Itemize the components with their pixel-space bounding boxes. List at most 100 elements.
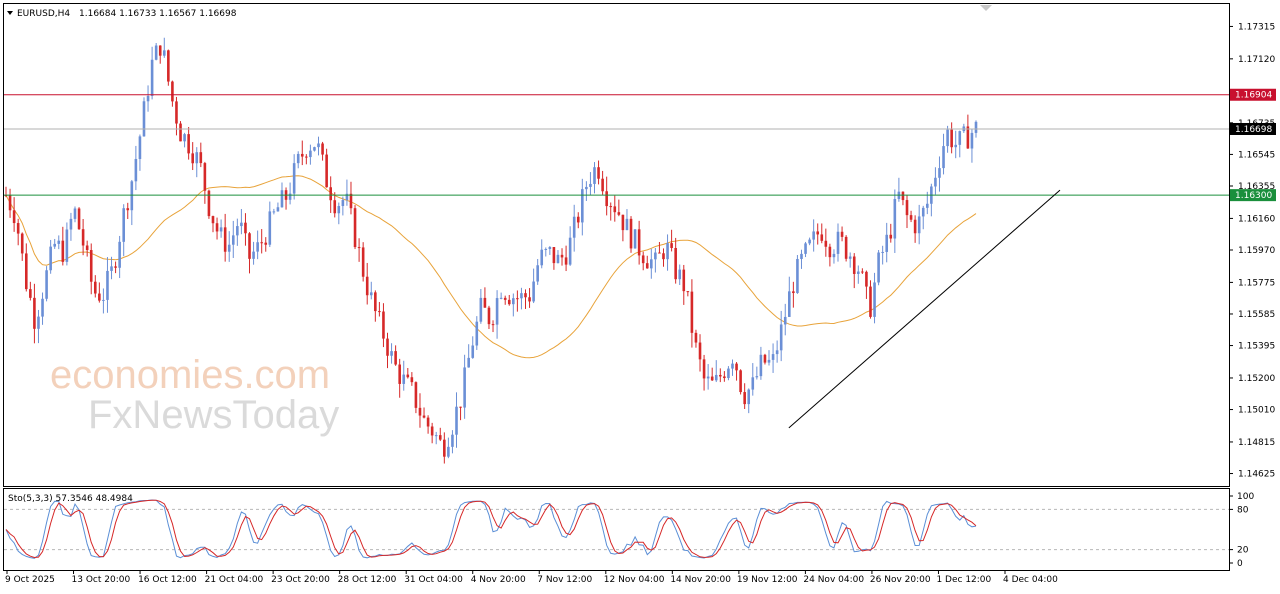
candle-body: [378, 311, 381, 313]
candle-body: [836, 231, 840, 254]
candle-body: [507, 299, 511, 305]
candle-body: [296, 153, 300, 164]
level-label: 1.16904: [1235, 91, 1272, 101]
candle-body: [942, 146, 945, 169]
time-axis: 9 Oct 2025 13 Oct 20:00 16 Oct 12:00 21 Oct…: [5, 570, 1058, 585]
candle-body: [471, 345, 475, 358]
candle-body: [775, 350, 779, 355]
candle-body: [410, 377, 414, 383]
time-tick-label: 21 Oct 04:00: [205, 575, 264, 585]
stoch-tick-label: 100: [1237, 492, 1254, 502]
time-tick-label: 16 Oct 12:00: [138, 575, 197, 585]
candle-body: [755, 376, 759, 378]
candle-body: [666, 243, 669, 260]
candle-body: [528, 297, 531, 302]
candle-body: [901, 191, 905, 201]
candle-body: [33, 297, 36, 329]
candle-body: [812, 231, 815, 240]
candle-body: [183, 134, 186, 142]
stochastic-axis: 100 80 20 0: [1229, 492, 1254, 569]
stoch-tick-label: 0: [1237, 559, 1243, 569]
candle-body: [710, 376, 714, 381]
candle-body: [556, 254, 560, 264]
stoch-tick-label: 80: [1237, 505, 1249, 515]
candle-body: [670, 243, 673, 248]
candle-body: [227, 244, 231, 252]
watermark-line1: economies.com: [50, 353, 330, 397]
candle-body: [89, 250, 93, 282]
candle-body: [662, 253, 665, 260]
candle-body: [792, 291, 795, 294]
candle-body: [576, 216, 580, 223]
candle-body: [601, 178, 604, 192]
candle-body: [877, 252, 880, 283]
candle-body: [386, 338, 389, 356]
watermark-line2: FxNewsToday: [88, 393, 339, 437]
candle-body: [645, 263, 649, 269]
candle-body: [41, 298, 44, 317]
candle-body: [414, 382, 418, 408]
candle-body: [540, 249, 544, 266]
candle-body: [77, 208, 81, 230]
stoch-d-line: [5, 499, 977, 559]
candle-body: [154, 45, 158, 60]
candle-body: [694, 332, 698, 343]
candle-body: [341, 200, 345, 207]
candle-body: [917, 216, 921, 234]
stochastic-pane[interactable]: [3, 488, 1230, 571]
candle-body: [633, 229, 637, 249]
candle-body: [548, 247, 552, 249]
watermark: economies.com FxNewsToday: [50, 353, 339, 437]
candle-body: [641, 255, 645, 264]
candle-body: [272, 211, 276, 213]
candle-body: [223, 227, 227, 252]
candle-body: [686, 291, 690, 293]
stoch-k-line: [5, 499, 977, 559]
candle-body: [114, 266, 117, 268]
candle-body: [572, 216, 576, 238]
candle-body: [723, 376, 726, 379]
candle-body: [925, 203, 929, 208]
candle-body: [422, 415, 426, 418]
time-tick-label: 14 Nov 20:00: [670, 575, 731, 585]
candle-body: [110, 266, 113, 271]
candle-body: [438, 435, 442, 440]
candle-body: [921, 207, 925, 217]
candle-body: [365, 276, 369, 296]
candle-body: [248, 233, 251, 259]
candle-body: [467, 357, 470, 368]
candle-body: [65, 229, 69, 262]
level-label: 1.16300: [1235, 191, 1272, 201]
time-tick-label: 7 Nov 12:00: [537, 575, 592, 585]
candle-body: [53, 243, 57, 247]
time-tick-label: 1 Dec 12:00: [936, 575, 991, 585]
candle-body: [187, 134, 190, 154]
candle-body: [491, 324, 495, 326]
time-tick-label: 9 Oct 2025: [5, 575, 55, 585]
candle-body: [313, 147, 316, 151]
candle-body: [869, 286, 872, 317]
candle-body: [499, 297, 503, 299]
candle-body: [37, 316, 40, 329]
candle-body: [45, 270, 48, 299]
candle-body: [475, 321, 479, 346]
scroll-marker-icon[interactable]: [980, 5, 992, 11]
main-pane[interactable]: [3, 3, 1230, 487]
candle-body: [390, 351, 393, 356]
candle-body: [593, 167, 596, 184]
candle-body: [345, 193, 349, 201]
candle-body: [8, 195, 12, 211]
menu-triangle-icon[interactable]: [7, 11, 13, 15]
candle-body: [459, 406, 462, 408]
candle-body: [292, 163, 296, 194]
trendline[interactable]: [788, 189, 1061, 429]
time-tick-label: 4 Dec 04:00: [1003, 575, 1058, 585]
candle-body: [479, 297, 483, 322]
candle-body: [93, 281, 97, 294]
candle-body: [605, 191, 608, 207]
candle-body: [544, 248, 548, 250]
candle-body: [122, 208, 125, 242]
candle-body: [305, 156, 308, 158]
candle-body: [804, 243, 807, 254]
